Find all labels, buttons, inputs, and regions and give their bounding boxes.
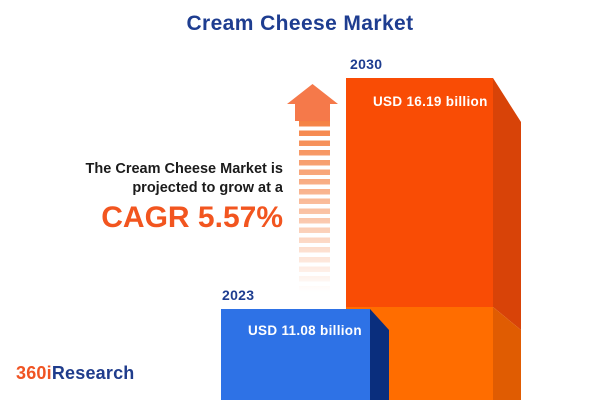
logo-prefix: 360i bbox=[16, 363, 52, 383]
bar-2023-value-label: USD 11.08 billion bbox=[248, 323, 362, 338]
annotation-line-1: The Cream Cheese Market is bbox=[85, 161, 283, 177]
bar-2023-side-face bbox=[370, 309, 389, 400]
growth-annotation: The Cream Cheese Market is projected to … bbox=[86, 160, 283, 235]
bar-2023-year-label: 2023 bbox=[222, 287, 255, 303]
logo-suffix: Research bbox=[51, 363, 135, 383]
annotation-line-2: projected to grow at a bbox=[132, 180, 283, 196]
bar-2030-side-face bbox=[493, 78, 521, 400]
growth-arrow-fade-tail bbox=[299, 121, 330, 297]
bar-2023 bbox=[221, 309, 370, 400]
bar-2030-year-label: 2030 bbox=[350, 56, 383, 72]
logo-360iresearch: 360iResearch bbox=[16, 363, 135, 384]
page-title: Cream Cheese Market bbox=[186, 12, 414, 35]
bar-2030-value-label: USD 16.19 billion bbox=[373, 94, 488, 109]
cagr-value: CAGR 5.57% bbox=[101, 201, 283, 234]
bar-2030 bbox=[346, 78, 493, 307]
growth-arrow-icon bbox=[287, 84, 338, 121]
